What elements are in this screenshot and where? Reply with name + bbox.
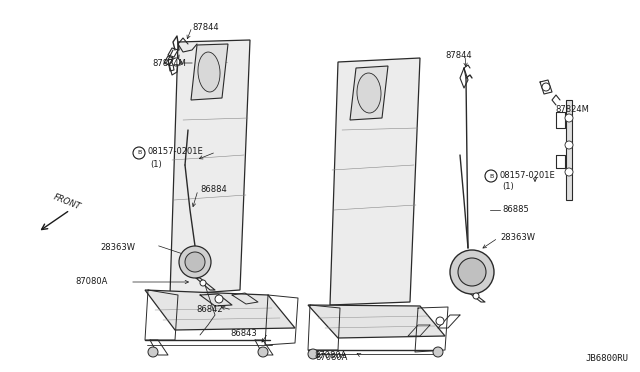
Text: FRONT: FRONT xyxy=(52,192,82,212)
Polygon shape xyxy=(350,66,388,120)
Ellipse shape xyxy=(198,52,220,92)
Ellipse shape xyxy=(357,73,381,113)
Text: 08157-0201E: 08157-0201E xyxy=(148,148,204,157)
Text: 87844: 87844 xyxy=(445,51,472,60)
Polygon shape xyxy=(191,44,228,100)
Circle shape xyxy=(458,258,486,286)
Text: 87080A: 87080A xyxy=(314,350,346,359)
Circle shape xyxy=(258,347,268,357)
Circle shape xyxy=(433,347,443,357)
Polygon shape xyxy=(566,100,572,200)
Text: B: B xyxy=(489,173,493,179)
Text: 86842: 86842 xyxy=(196,305,223,314)
Text: (1): (1) xyxy=(150,160,162,169)
Text: 86843: 86843 xyxy=(230,328,257,337)
Circle shape xyxy=(542,83,550,91)
Circle shape xyxy=(179,246,211,278)
Polygon shape xyxy=(330,58,420,305)
Polygon shape xyxy=(145,290,295,330)
Circle shape xyxy=(436,317,444,325)
Text: 86884: 86884 xyxy=(200,186,227,195)
Circle shape xyxy=(565,114,573,122)
Text: 86885: 86885 xyxy=(502,205,529,215)
Text: 28363W: 28363W xyxy=(500,234,535,243)
Circle shape xyxy=(172,58,180,66)
Text: 08157-0201E: 08157-0201E xyxy=(500,170,556,180)
Text: JB6800RU: JB6800RU xyxy=(585,354,628,363)
Circle shape xyxy=(565,141,573,149)
Circle shape xyxy=(185,252,205,272)
Polygon shape xyxy=(170,40,250,295)
Text: 28363W: 28363W xyxy=(100,244,135,253)
Circle shape xyxy=(148,347,158,357)
Circle shape xyxy=(565,168,573,176)
Text: 87844: 87844 xyxy=(192,22,219,32)
Text: 87080A: 87080A xyxy=(75,278,108,286)
Text: 87824M: 87824M xyxy=(152,58,186,67)
Text: (1): (1) xyxy=(502,183,514,192)
Circle shape xyxy=(200,280,206,286)
Polygon shape xyxy=(308,305,445,338)
Text: 87080A: 87080A xyxy=(315,353,348,362)
Circle shape xyxy=(450,250,494,294)
Circle shape xyxy=(215,295,223,303)
Text: B: B xyxy=(137,151,141,155)
Circle shape xyxy=(308,349,318,359)
Text: 87824M: 87824M xyxy=(555,106,589,115)
Circle shape xyxy=(473,293,479,299)
